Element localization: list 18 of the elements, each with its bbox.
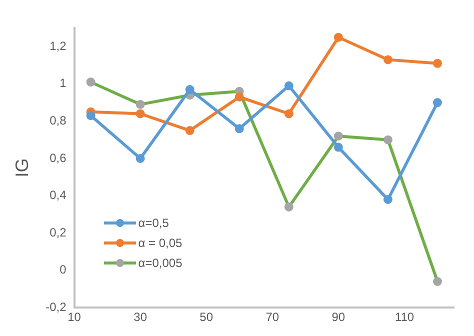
- y-tick-label: 1: [60, 76, 67, 90]
- y-tick-label: 0,2: [50, 225, 67, 240]
- legend-label: α=0,5: [138, 216, 169, 230]
- legend-label: α=0,005: [138, 256, 182, 270]
- x-tick-label: 10: [68, 310, 82, 324]
- x-tick-label: 50: [200, 310, 214, 324]
- y-tick-label: 0,8: [50, 114, 67, 128]
- y-tick-label: 1,2: [50, 38, 67, 53]
- y-tick-label: 0: [60, 262, 67, 277]
- y-axis-title: IG: [12, 158, 32, 178]
- y-tick-label: -0,2: [46, 300, 67, 314]
- x-tick-label: 110: [394, 310, 414, 324]
- x-tick-label: 30: [134, 310, 148, 324]
- y-tick-label: 0,4: [50, 188, 67, 202]
- x-tick-label: 70: [266, 310, 280, 324]
- legend-label: α = 0,05: [138, 236, 182, 250]
- y-tick-label: 0,6: [50, 150, 67, 165]
- x-tick-label: 90: [332, 310, 346, 324]
